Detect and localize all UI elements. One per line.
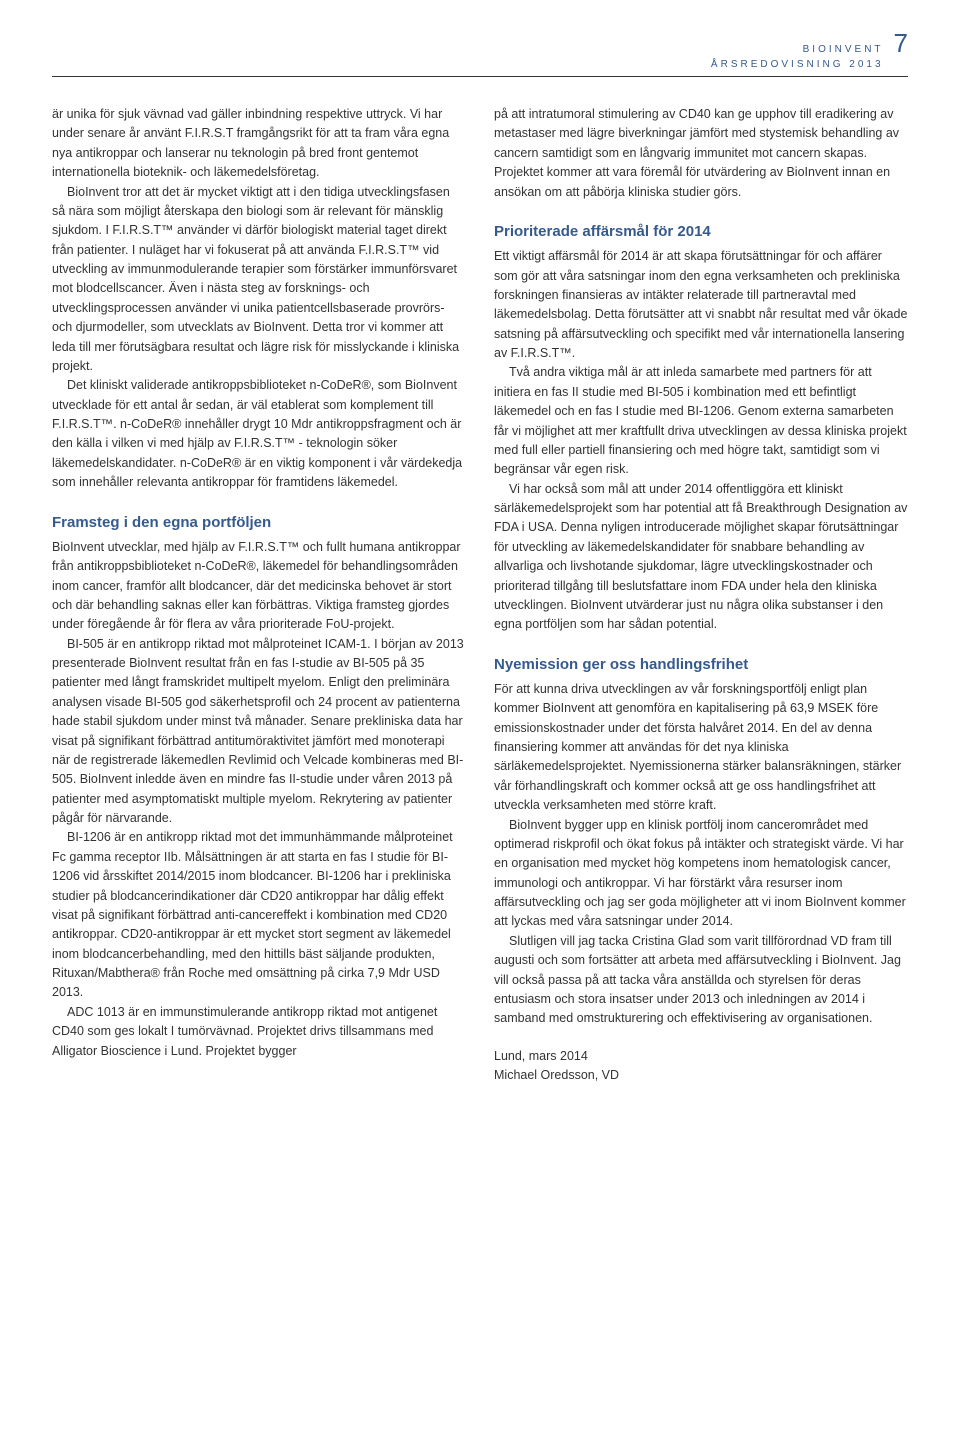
brand-name: BIOINVENT [711,42,884,57]
page-header: BIOINVENT ÅRSREDOVISNING 2013 7 [52,28,908,77]
body-paragraph: BioInvent tror att det är mycket viktigt… [52,183,466,377]
body-paragraph: på att intratumoral stimulering av CD40 … [494,105,908,202]
body-paragraph: Två andra viktiga mål är att inleda sama… [494,363,908,479]
body-paragraph: är unika för sjuk vävnad vad gäller inbi… [52,105,466,183]
section-heading: Nyemission ger oss handlingsfrihet [494,653,908,676]
signoff-name-title: Michael Oredsson, VD [494,1066,908,1085]
body-paragraph: BI-505 är en antikropp riktad mot målpro… [52,635,466,829]
right-column: på att intratumoral stimulering av CD40 … [494,105,908,1085]
signoff-block: Lund, mars 2014 Michael Oredsson, VD [494,1047,908,1086]
body-paragraph: BioInvent utvecklar, med hjälp av F.I.R.… [52,538,466,635]
signoff-location-date: Lund, mars 2014 [494,1047,908,1066]
section-heading: Prioriterade affärsmål för 2014 [494,220,908,243]
body-paragraph: BI-1206 är en antikropp riktad mot det i… [52,828,466,1002]
left-column: är unika för sjuk vävnad vad gäller inbi… [52,105,466,1085]
body-paragraph: Vi har också som mål att under 2014 offe… [494,480,908,635]
page-number: 7 [894,28,908,59]
document-page: BIOINVENT ÅRSREDOVISNING 2013 7 är unika… [0,0,960,1137]
header-label: BIOINVENT ÅRSREDOVISNING 2013 [711,42,884,72]
body-paragraph: Ett viktigt affärsmål för 2014 är att sk… [494,247,908,363]
body-paragraph: Det kliniskt validerade antikroppsbiblio… [52,376,466,492]
body-paragraph: För att kunna driva utvecklingen av vår … [494,680,908,816]
body-paragraph: ADC 1013 är en immunstimulerande antikro… [52,1003,466,1061]
report-subtitle: ÅRSREDOVISNING 2013 [711,57,884,72]
body-paragraph: Slutligen vill jag tacka Cristina Glad s… [494,932,908,1029]
section-heading: Framsteg i den egna portföljen [52,511,466,534]
text-columns: är unika för sjuk vävnad vad gäller inbi… [52,105,908,1085]
body-paragraph: BioInvent bygger upp en klinisk portfölj… [494,816,908,932]
